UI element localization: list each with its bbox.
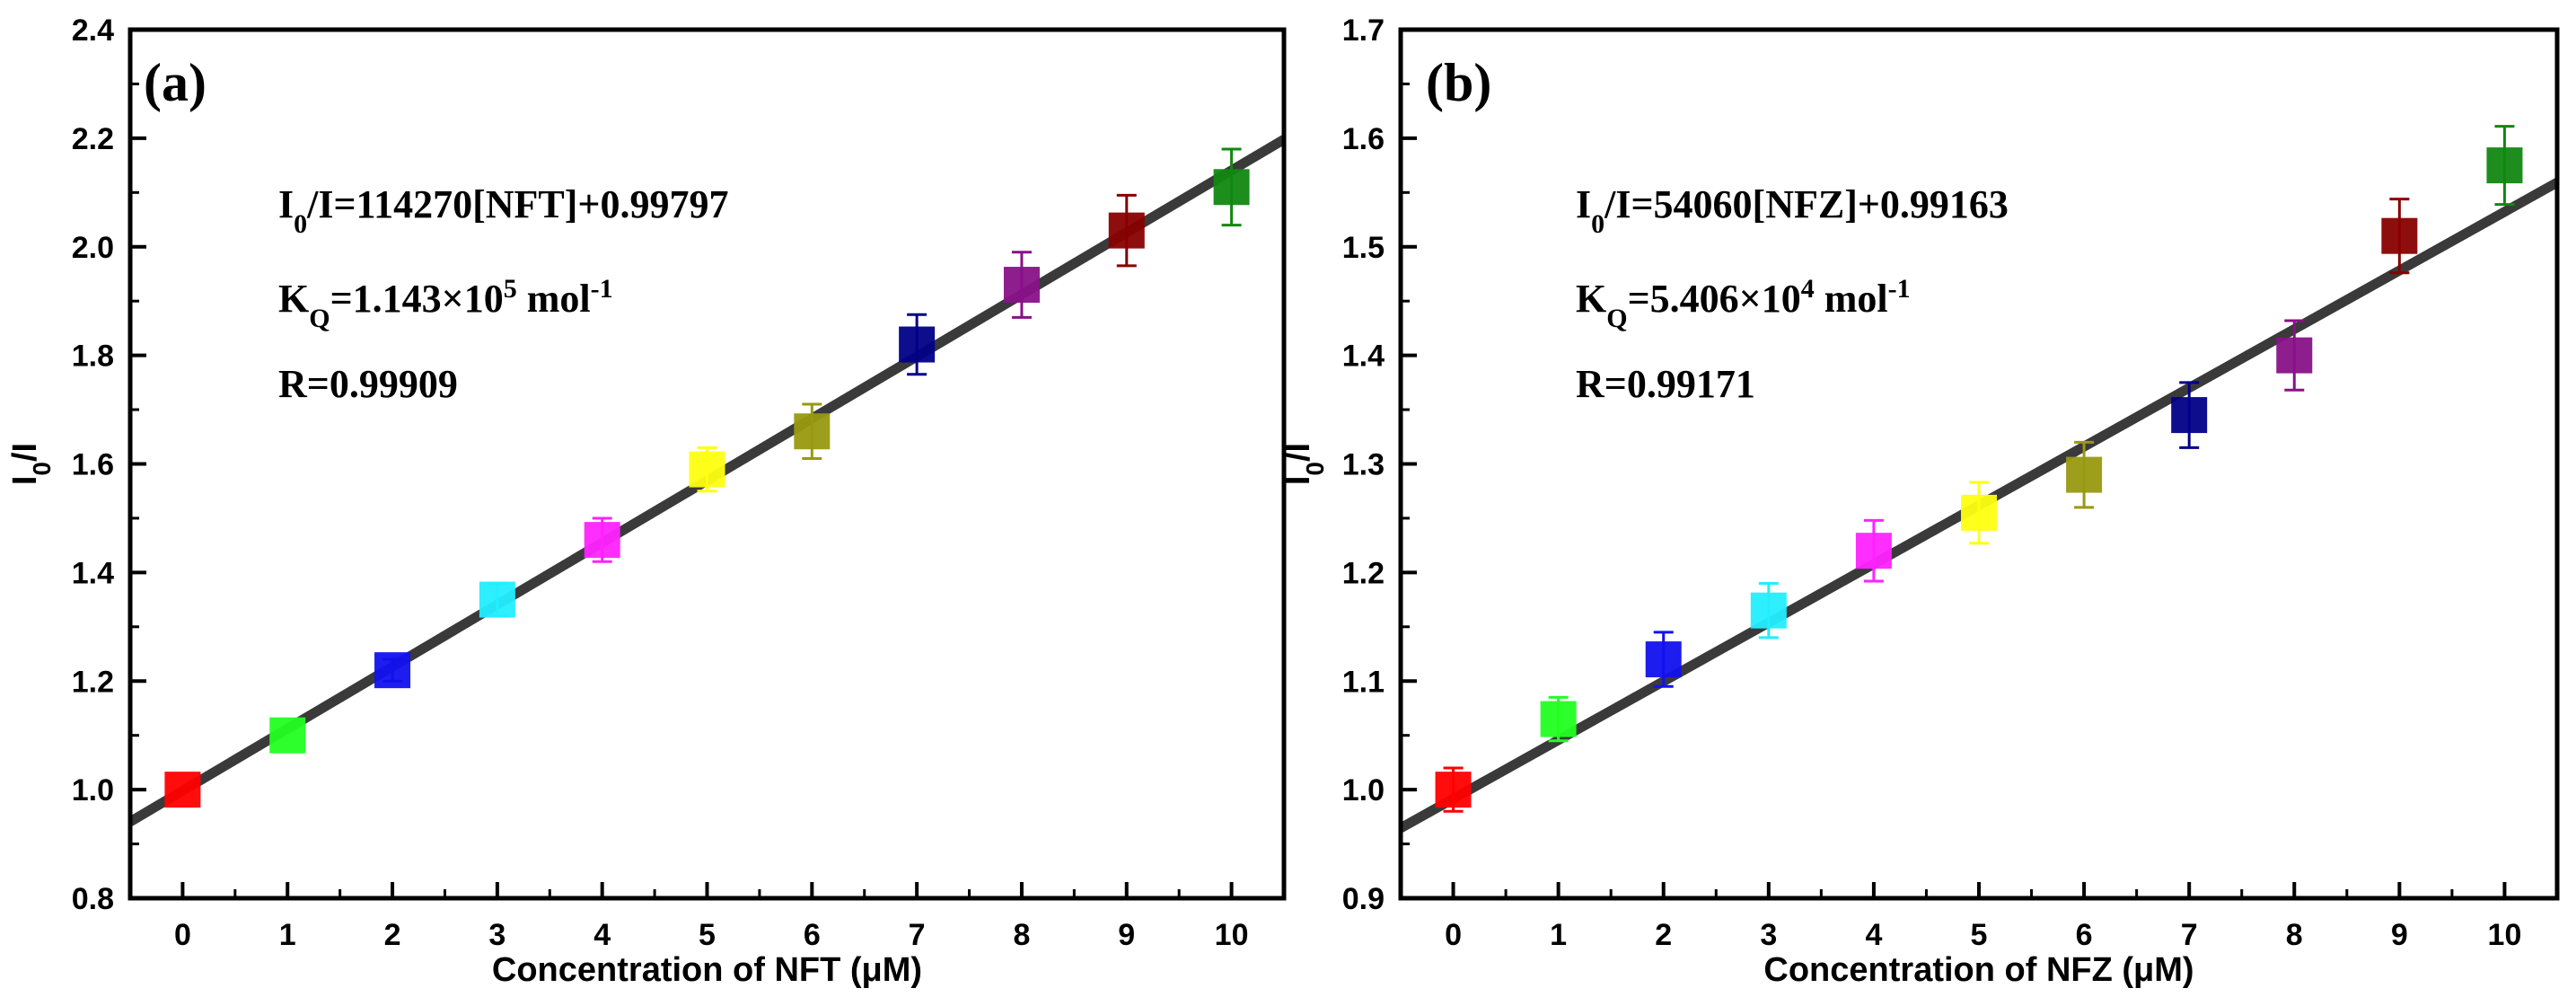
y-tick-label: 1.2 (1342, 556, 1385, 590)
y-tick-label: 1.7 (1342, 13, 1385, 48)
x-tick-label: 3 (1760, 918, 1777, 952)
data-point (794, 413, 831, 450)
y-tick-label: 1.6 (1342, 122, 1385, 156)
annotation: R=0.99909 (278, 362, 458, 406)
y-tick-label: 0.9 (1342, 882, 1385, 916)
y-tick-label: 1.4 (1342, 340, 1385, 374)
y-tick-label: 0.8 (72, 882, 114, 916)
x-tick-label: 1 (1550, 918, 1567, 952)
plot-frame (127, 27, 1287, 901)
y-tick-label: 2.4 (72, 13, 114, 48)
x-tick-label: 5 (1971, 918, 1988, 952)
y-axis-label: I0/I (1279, 443, 1329, 485)
x-axis-label: Concentration of NFT (μM) (492, 951, 922, 989)
data-point (2486, 147, 2523, 184)
y-tick-label: 1.1 (1342, 665, 1385, 699)
panel-label: (a) (144, 53, 207, 112)
data-point (479, 581, 515, 618)
data-point (1855, 533, 1892, 569)
y-axis-label: I0/I (6, 443, 56, 485)
data-point (2066, 456, 2103, 493)
panel-label: (b) (1426, 53, 1491, 112)
y-tick-label: 1.8 (72, 340, 114, 374)
y-tick-label: 1.4 (72, 556, 114, 590)
data-point (2171, 397, 2208, 434)
y-tick-label: 1.3 (1342, 448, 1385, 482)
data-point (2381, 217, 2418, 254)
annotation: I0/I=54060[NFZ]+0.99163 (1576, 182, 2009, 239)
data-point (689, 451, 725, 488)
data-point (164, 772, 201, 808)
y-tick-label: 1.5 (1342, 231, 1385, 265)
annotation: R=0.99171 (1576, 362, 1755, 406)
data-point (1435, 772, 1472, 808)
y-tick-label: 2.0 (72, 231, 114, 265)
x-tick-label: 10 (1215, 918, 1249, 952)
panel-a: 0.8 1.0 1.2 1.4 1.6 1.8 2.0 2.2 2.4 0 1 2 3 4 5 6 7 8 9 10 (… (6, 13, 1287, 989)
y-tick-label: 1.6 (72, 448, 114, 482)
x-axis-label: Concentration of NFZ (μM) (1763, 951, 2194, 989)
data-point (1540, 701, 1577, 737)
x-tick-label: 8 (1013, 918, 1030, 952)
x-tick-label: 2 (384, 918, 401, 952)
data-point (584, 522, 620, 559)
x-tick-label: 4 (1865, 918, 1882, 952)
data-point (1003, 267, 1040, 304)
annotation: KQ=5.406×104 mol-1 (1576, 274, 1911, 333)
x-tick-label: 10 (2488, 918, 2522, 952)
x-tick-label: 4 (593, 918, 611, 952)
x-tick-label: 7 (909, 918, 926, 952)
data-point (2276, 337, 2313, 374)
data-point (899, 326, 936, 363)
x-tick-label: 5 (699, 918, 716, 952)
x-tick-label: 0 (174, 918, 191, 952)
x-tick-label: 6 (2076, 918, 2093, 952)
x-tick-label: 2 (1655, 918, 1672, 952)
x-tick-label: 1 (279, 918, 296, 952)
data-point (374, 652, 411, 689)
data-point (1213, 169, 1250, 206)
x-tick-label: 8 (2286, 918, 2303, 952)
annotation: I0/I=114270[NFT]+0.99797 (278, 182, 729, 239)
y-tick-label: 2.2 (72, 122, 114, 156)
plot-frame (1398, 27, 2560, 901)
data-point (1108, 212, 1145, 249)
x-tick-label: 0 (1445, 918, 1462, 952)
x-tick-label: 6 (804, 918, 821, 952)
panel-b: 0.9 1.0 1.1 1.2 1.3 1.4 1.5 1.6 1.7 0 1 2 3 4 5 6 7 8 9 10 (… (1279, 13, 2560, 989)
x-tick-label: 3 (488, 918, 506, 952)
data-point (269, 717, 306, 754)
x-tick-label: 9 (1118, 918, 1135, 952)
y-tick-label: 1.0 (72, 773, 114, 807)
x-tick-label: 9 (2391, 918, 2408, 952)
data-point (1961, 494, 1997, 531)
x-tick-label: 7 (2181, 918, 2198, 952)
y-tick-label: 1.2 (72, 665, 114, 699)
annotation: KQ=1.143×105 mol-1 (278, 274, 613, 333)
data-point (1750, 592, 1787, 629)
data-point (1645, 641, 1682, 678)
y-tick-label: 1.0 (1342, 773, 1385, 807)
